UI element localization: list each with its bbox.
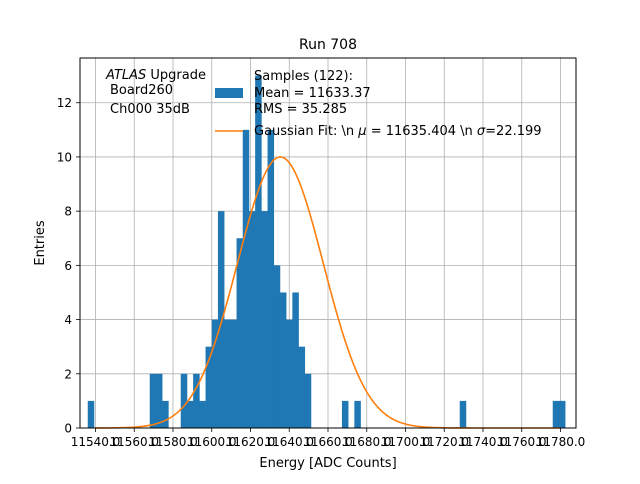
histogram-bar: [354, 400, 361, 428]
y-tick-label: 12: [57, 96, 72, 110]
histogram-bar: [267, 129, 275, 429]
x-tick-label: 11660.0: [303, 435, 353, 449]
y-tick-label: 6: [64, 259, 72, 273]
x-tick-label: 11720.0: [419, 435, 469, 449]
x-tick-label: 11540.0: [71, 435, 121, 449]
y-tick-label: 0: [64, 422, 72, 436]
upgrade-label: Upgrade: [146, 68, 206, 83]
atlas-annotation: ATLAS Upgrade Board260 Ch000 35dB: [105, 68, 206, 117]
y-axis-label: Entries: [33, 220, 48, 266]
histogram-bar: [180, 373, 188, 428]
histogram-bar: [552, 400, 560, 428]
atlas-annotation-channel: Ch000 35dB: [110, 102, 190, 117]
histogram-bar: [236, 238, 244, 428]
legend-hist-label-line3: RMS = 35.285: [254, 102, 347, 117]
x-tick-label: 11580.0: [148, 435, 198, 449]
legend-hist-label-line1: Samples (122):: [254, 69, 353, 84]
histogram-bars: [87, 75, 566, 429]
histogram-bar: [255, 75, 262, 428]
atlas-annotation-line1: ATLAS Upgrade: [105, 68, 206, 83]
histogram-bar: [186, 400, 194, 428]
x-tick-label: 11640.0: [264, 435, 314, 449]
y-tick-label: 8: [64, 205, 72, 219]
x-tick-label: 11560.0: [109, 435, 159, 449]
histogram-bar: [199, 400, 206, 428]
histogram-bar: [224, 319, 231, 428]
x-tick-label: 11620.0: [226, 435, 276, 449]
histogram-bar: [211, 319, 219, 428]
legend-hist-swatch: [215, 88, 243, 98]
histogram-bar: [230, 319, 237, 428]
histogram-bar: [205, 346, 213, 428]
histogram-bar: [193, 373, 200, 428]
x-tick-label: 11700.0: [381, 435, 431, 449]
histogram-bar: [261, 211, 268, 428]
histogram-bar: [155, 373, 163, 428]
x-axis-ticks: 11540.011560.011580.011600.011620.011640…: [71, 428, 586, 449]
histogram-bar: [286, 319, 293, 428]
y-tick-label: 2: [64, 367, 72, 381]
x-tick-label: 11780.0: [536, 435, 586, 449]
atlas-annotation-board: Board260: [110, 83, 173, 98]
histogram-bar: [162, 400, 169, 428]
histogram-bar: [149, 373, 157, 428]
legend-fit-label: Gaussian Fit: \n μ = 11635.404 \n σ=22.1…: [254, 124, 542, 139]
legend: Samples (122): Mean = 11633.37 RMS = 35.…: [215, 69, 542, 139]
histogram-bar: [459, 400, 467, 428]
histogram-bar: [304, 373, 312, 428]
histogram-bar: [292, 292, 299, 428]
histogram-bar: [217, 211, 225, 428]
x-tick-label: 11680.0: [342, 435, 392, 449]
legend-hist-label-line2: Mean = 11633.37: [254, 86, 371, 101]
histogram-bar: [279, 292, 287, 428]
histogram-bar: [242, 129, 250, 429]
histogram-bar: [341, 400, 349, 428]
x-tick-label: 11760.0: [497, 435, 547, 449]
histogram-bar: [87, 400, 95, 428]
x-tick-label: 11740.0: [458, 435, 508, 449]
y-axis-ticks: 0 2 4 6 8 10 12: [57, 96, 80, 436]
grid-lines: [80, 58, 576, 429]
y-tick-label: 4: [64, 313, 72, 327]
chart-title: Run 708: [299, 37, 357, 53]
x-axis-label: Energy [ADC Counts]: [259, 456, 396, 471]
histogram-bar: [558, 400, 566, 428]
histogram-bar: [248, 211, 256, 428]
y-tick-label: 10: [57, 150, 72, 164]
histogram-bar: [298, 346, 306, 428]
histogram-bar: [273, 265, 281, 428]
atlas-label: ATLAS: [105, 68, 146, 83]
x-tick-label: 11600.0: [187, 435, 237, 449]
